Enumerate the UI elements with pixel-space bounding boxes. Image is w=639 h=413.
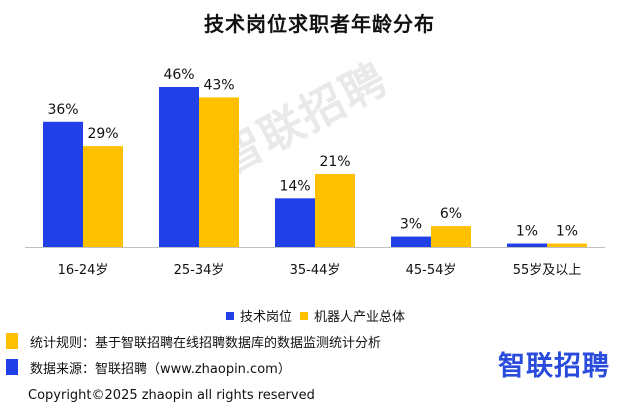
bar-1-2 [159, 87, 199, 247]
note-text-data-source: 数据来源：智联招聘（www.zhaopin.com） [30, 361, 291, 377]
data-label-1-1: 36% [47, 102, 78, 118]
bar-chart: 36% 29% 16-24岁 46% 43% 25-34岁 14% 21% 35-44岁 3% 6%… [25, 67, 605, 278]
data-label-2-1: 29% [87, 126, 118, 142]
bar-2-3 [315, 173, 355, 247]
x-tick-label-5: 55岁及以上 [513, 263, 582, 278]
legend-item-series-2: 机器人产业总体 [300, 306, 405, 325]
data-label-2-5: 1% [556, 224, 578, 240]
x-tick-label-1: 16-24岁 [58, 263, 109, 278]
x-tick-label-3: 35-44岁 [290, 263, 341, 278]
note-marker-yellow [6, 333, 18, 349]
x-tick-label-2: 25-34岁 [174, 263, 225, 278]
legend: 技术岗位 机器人产业总体 [0, 306, 639, 325]
data-label-2-4: 6% [440, 206, 462, 222]
bar-2-4 [431, 226, 471, 247]
bar-2-1 [83, 146, 123, 247]
data-label-1-3: 14% [279, 178, 310, 194]
legend-swatch-series-1 [225, 311, 234, 320]
bar-1-5 [507, 243, 547, 247]
chart-title: 技术岗位求职者年龄分布 [204, 12, 435, 36]
note-marker-blue [6, 359, 18, 375]
bar-1-3 [275, 198, 315, 247]
bar-2-2 [199, 97, 239, 247]
data-label-1-5: 1% [516, 224, 538, 240]
data-label-2-2: 43% [203, 77, 234, 93]
x-tick-label-4: 45-54岁 [406, 263, 457, 278]
data-label-2-3: 21% [319, 154, 350, 170]
bar-1-1 [43, 121, 83, 247]
note-statistics-rule: 统计规则：基于智联招聘在线招聘数据库的数据监测统计分析 [6, 330, 381, 352]
bar-1-4 [391, 236, 431, 247]
legend-label-series-1: 技术岗位 [239, 310, 292, 325]
note-data-source: 数据来源：智联招聘（www.zhaopin.com） [6, 356, 381, 378]
brand-logo: 智联招聘 [498, 351, 610, 382]
legend-item-series-1: 技术岗位 [225, 306, 292, 325]
legend-swatch-series-2 [300, 311, 308, 320]
legend-label-series-2: 机器人产业总体 [314, 310, 406, 325]
footnotes: 统计规则：基于智联招聘在线招聘数据库的数据监测统计分析 数据来源：智联招聘（ww… [6, 330, 381, 382]
copyright-text: Copyright©2025 zhaopin all rights reserv… [28, 388, 315, 403]
data-label-1-4: 3% [400, 217, 422, 233]
data-label-1-2: 46% [163, 67, 194, 83]
bar-2-5 [547, 243, 587, 247]
note-text-statistics-rule: 统计规则：基于智联招聘在线招聘数据库的数据监测统计分析 [30, 335, 382, 351]
